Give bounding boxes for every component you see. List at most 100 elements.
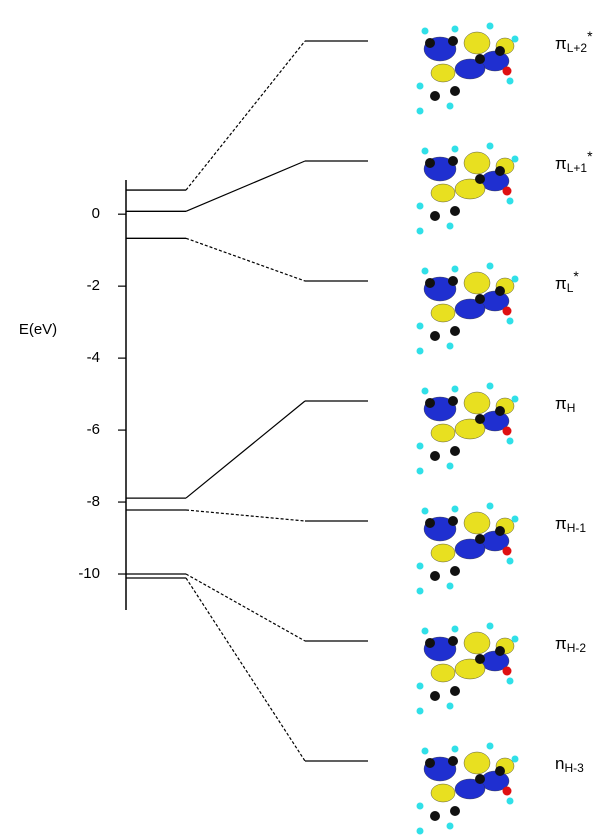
atom [422,28,429,35]
atom [512,276,519,283]
atom [422,268,429,275]
atom [417,563,424,570]
atom [475,774,485,784]
atom [430,91,440,101]
atom [503,427,512,436]
atom [430,811,440,821]
atom [417,348,424,355]
atom [452,26,459,33]
atom [447,823,454,830]
orbital-lobe [431,664,455,682]
y-tick-label: -4 [87,349,100,366]
orbital-subscript: H [567,401,576,415]
atom [495,646,505,656]
orbital-subscript: H-3 [564,761,584,775]
atom [512,396,519,403]
atom [425,758,435,768]
atom [507,438,514,445]
connector [186,510,305,521]
atom [425,158,435,168]
y-tick-label: -2 [87,277,100,294]
atom [503,67,512,76]
orbital-subscript: H-2 [567,641,587,655]
atom [417,203,424,210]
atom [452,626,459,633]
atom [507,78,514,85]
orbital-subscript: H-1 [567,521,587,535]
orbital-symbol: n [555,754,564,773]
atom [430,451,440,461]
atom [417,828,424,835]
atom [430,571,440,581]
atom [475,294,485,304]
connector [186,578,305,761]
atom [417,323,424,330]
connector [186,401,305,498]
atom [450,326,460,336]
atom [447,223,454,230]
atom [448,516,458,526]
atom [475,534,485,544]
atom [422,388,429,395]
atom [448,756,458,766]
orbital-image [417,743,519,835]
orbital-image [417,23,519,115]
orbital-label: πH-1 [555,514,586,534]
orbital-image [417,503,519,595]
atom [503,307,512,316]
atom [417,228,424,235]
atom [495,46,505,56]
atom [503,547,512,556]
atom [430,691,440,701]
connector [186,41,305,190]
orbital-superscript: * [587,148,593,164]
atom [422,148,429,155]
orbital-image [417,263,519,355]
atom [448,156,458,166]
atom [507,558,514,565]
atom [512,756,519,763]
y-tick-label: -6 [87,421,100,438]
atom [448,276,458,286]
atom [503,187,512,196]
connector [186,238,305,281]
atom [448,636,458,646]
atom [448,36,458,46]
atom [425,518,435,528]
atom [447,343,454,350]
atom [507,678,514,685]
atom [417,683,424,690]
atom [512,36,519,43]
atom [507,198,514,205]
y-tick-label: -8 [87,493,100,510]
orbital-lobe [431,424,455,442]
orbital-subscript: L+2 [567,41,588,55]
atom [452,146,459,153]
atom [447,463,454,470]
orbital-lobe [431,304,455,322]
atom [448,396,458,406]
atom [487,263,494,270]
chart: E(eV) 0-2-4-6-8-10πL+2*πL+1*πL*πHπH-1πH-… [0,0,602,835]
atom [503,667,512,676]
atom [425,398,435,408]
orbital-lobe [464,752,490,774]
connector [186,574,305,641]
atom [475,414,485,424]
atom [450,686,460,696]
atom [450,566,460,576]
atom [487,383,494,390]
orbital-symbol: π [555,394,567,413]
atom [495,286,505,296]
atom [425,278,435,288]
orbital-label: πH [555,394,575,414]
atom [425,38,435,48]
orbital-symbol: π [555,154,567,173]
atom [450,446,460,456]
atom [487,623,494,630]
orbital-superscript: * [573,268,579,284]
atom [507,318,514,325]
atom [507,798,514,805]
atom [425,638,435,648]
orbital-label: πH-2 [555,634,586,654]
